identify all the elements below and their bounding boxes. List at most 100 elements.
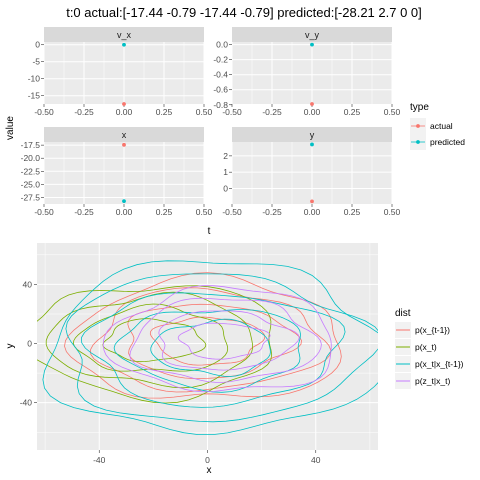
y-tick-label: -22.5 <box>21 166 41 176</box>
predicted-point <box>310 42 314 47</box>
x-tick-label: 0.50 <box>196 107 213 117</box>
x-tick-label: -0.25 <box>74 107 94 117</box>
x-tick-label: -0.50 <box>34 207 54 217</box>
facet-strip-label: y <box>310 130 315 140</box>
y-tick-label: 1 <box>223 167 228 177</box>
x-tick-label: -0.50 <box>222 207 242 217</box>
dist-legend-title: dist <box>395 308 411 319</box>
predicted-point <box>122 199 126 204</box>
x-tick-label: 0.00 <box>116 107 133 117</box>
dist-legend-item-2: p(x_t|x_{t-1}) <box>395 356 464 372</box>
legend-label: actual <box>430 121 453 131</box>
type-legend-item-actual: actual <box>410 118 453 134</box>
y-tick-label: 2 <box>223 151 228 161</box>
facet-strip-label: x <box>122 130 127 140</box>
contour-line <box>45 291 254 389</box>
legend-label: predicted <box>430 137 465 147</box>
x-tick-label: 0.25 <box>156 107 173 117</box>
contour-line <box>129 297 322 383</box>
y-tick-label: -15 <box>28 91 41 101</box>
contour-line <box>177 322 271 360</box>
y-tick-label: -25.0 <box>21 179 41 189</box>
y-tick-label: -20.0 <box>21 153 41 163</box>
dist-legend-item-3: p(z_t|x_t) <box>395 373 450 389</box>
type-legend-item-predicted: predicted <box>410 134 465 150</box>
x-tick-label: 0.00 <box>116 207 133 217</box>
contour-line <box>42 260 378 435</box>
facet-panel-y: y 0 1 2 -0.50 -0.25 0.00 0.25 0.50 <box>222 127 401 217</box>
y-tick-label: -40 <box>20 398 33 408</box>
facet-x-axis-label: t <box>208 226 211 237</box>
legend-key-point <box>416 124 420 128</box>
y-tick-label: -0.8 <box>213 100 228 110</box>
facet-chart: v_x0-5-10-15-0.50 -0.25 0.00 0.25 0.50v_y0.0… <box>21 27 401 217</box>
density-y-axis-label: y <box>5 344 16 349</box>
legend-label: p(x_{t-1}) <box>415 325 450 335</box>
x-tick-label: 0.25 <box>344 207 361 217</box>
facet-strip <box>232 127 392 142</box>
contour-layer <box>37 260 378 435</box>
x-tick-label: 0.25 <box>156 207 173 217</box>
y-tick-label: -0.2 <box>213 55 228 65</box>
x-tick-label: -0.50 <box>34 107 54 117</box>
contour-series-3 <box>102 285 332 393</box>
x-tick-label: 0.25 <box>344 107 361 117</box>
predicted-point <box>122 42 126 47</box>
legend-key-point <box>416 140 420 144</box>
actual-point <box>310 102 314 106</box>
x-tick-label: 0.00 <box>304 207 321 217</box>
contour-line <box>102 318 207 363</box>
x-tick-label: -0.25 <box>262 207 282 217</box>
x-tick-label: -0.50 <box>222 107 242 117</box>
contour-line <box>113 309 301 393</box>
facet-strip-label: v_y <box>305 30 320 40</box>
y-tick-label: -0.4 <box>213 70 228 80</box>
dist-legend-item-1: p(x_t) <box>395 339 437 355</box>
contour-series-2 <box>42 260 378 435</box>
x-tick-label: 0.00 <box>304 107 321 117</box>
legend-label: p(z_t|x_t) <box>415 376 450 386</box>
contour-line <box>158 310 300 371</box>
facet-panel-x: x -17.5 -20.0 -22.5 -25.0 -27.5 -0.50 -0.25 0.00… <box>21 127 213 217</box>
contour-line <box>150 318 271 377</box>
type-legend-title: type <box>410 102 429 113</box>
facet-strip <box>232 27 392 42</box>
contour-line <box>81 292 346 408</box>
x-tick-label: 0 <box>205 455 210 465</box>
contour-line <box>37 285 273 404</box>
density-x-axis-label: x <box>207 465 212 476</box>
x-tick-label: 0.50 <box>384 207 401 217</box>
y-tick-label: -27.5 <box>21 192 41 202</box>
x-tick-label: -0.25 <box>262 107 282 117</box>
facet-panel-v-y: v_y 0.0 -0.2 -0.4 -0.6 -0.8-0.50 -0.25 0.00 0.25… <box>213 27 401 117</box>
actual-point <box>122 142 126 147</box>
figure-title: t:0 actual:[-17.44 -0.79 -17.44 -0.79] p… <box>66 5 422 20</box>
facet-strip-label: v_x <box>117 30 132 40</box>
y-tick-label: 0 <box>27 339 32 349</box>
actual-point <box>310 199 314 204</box>
x-tick-label: 0.50 <box>196 207 213 217</box>
contour-line <box>90 287 332 393</box>
dist-legend-item-0: p(x_{t-1}) <box>395 322 450 338</box>
actual-point <box>122 102 126 106</box>
facet-strip <box>44 127 204 142</box>
y-tick-label: -10 <box>28 74 41 84</box>
contour-line <box>64 272 342 399</box>
contour-line <box>102 285 332 393</box>
y-tick-label: -17.5 <box>21 140 41 150</box>
predicted-point <box>310 142 314 147</box>
y-tick-label: 0.0 <box>216 40 228 50</box>
x-tick-label: 40 <box>311 455 321 465</box>
legend-label: p(x_t|x_{t-1}) <box>415 359 464 369</box>
x-tick-label: 0.50 <box>384 107 401 117</box>
facet-strip <box>44 27 204 42</box>
facet-y-axis-label: value <box>5 116 16 140</box>
contour-line <box>127 303 302 380</box>
y-tick-label: 40 <box>23 279 33 289</box>
type-legend: type actual predicted <box>410 102 465 150</box>
y-tick-label: -0.6 <box>213 85 228 95</box>
density-contour-chart: 40 0 -40 -40 0 40 <box>20 243 378 465</box>
y-tick-label: 0 <box>223 184 228 194</box>
x-tick-label: -40 <box>93 455 106 465</box>
